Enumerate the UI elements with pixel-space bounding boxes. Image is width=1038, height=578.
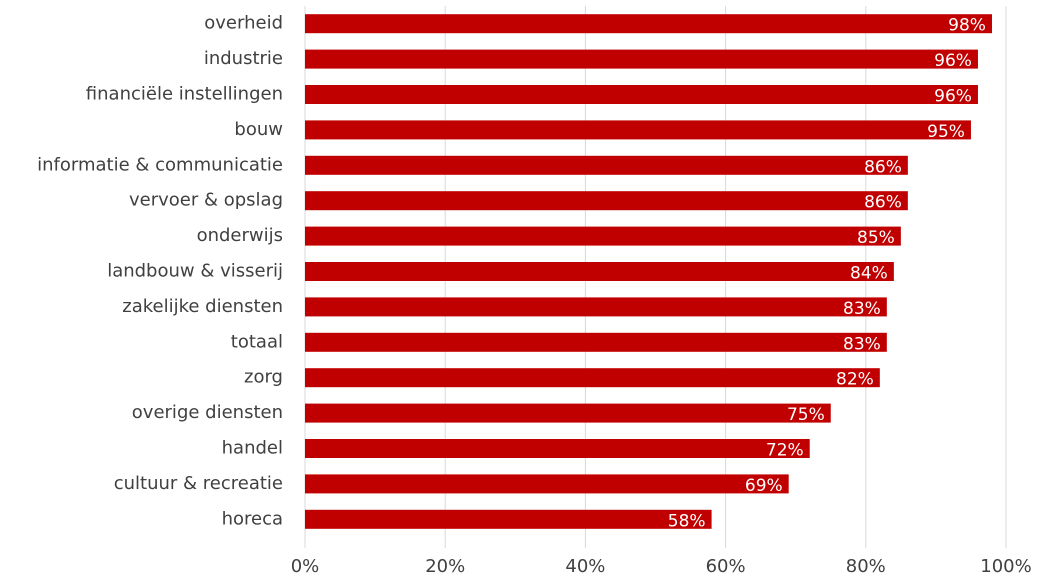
y-tick-label: handel — [222, 438, 283, 459]
bar — [305, 49, 978, 69]
bar — [305, 120, 971, 140]
value-label: 75% — [787, 405, 825, 425]
x-tick-label: 100% — [980, 556, 1031, 577]
bar — [305, 332, 887, 352]
x-tick-label: 80% — [846, 556, 886, 577]
y-tick-label: overheid — [204, 13, 283, 34]
value-label: 86% — [864, 193, 902, 213]
y-tick-label: informatie & communicatie — [37, 154, 283, 175]
value-label: 95% — [927, 122, 965, 142]
bar — [305, 262, 894, 281]
bar — [305, 226, 901, 246]
y-tick-label: vervoer & opslag — [129, 190, 283, 211]
bar — [305, 509, 712, 529]
x-tick-label: 60% — [706, 556, 746, 577]
value-label: 82% — [836, 370, 874, 390]
x-tick-label: 20% — [425, 556, 465, 577]
bar — [305, 474, 789, 494]
bar — [305, 368, 880, 388]
bar — [305, 191, 908, 211]
value-label: 98% — [948, 16, 986, 36]
y-tick-label: cultuur & recreatie — [114, 473, 283, 494]
value-label: 96% — [934, 51, 972, 71]
value-label: 58% — [668, 511, 706, 531]
bar — [305, 85, 978, 104]
value-label: 96% — [934, 87, 972, 107]
y-tick-label: landbouw & visserij — [107, 261, 283, 282]
bar — [305, 155, 908, 175]
value-label: 84% — [850, 264, 888, 284]
value-label: 85% — [857, 228, 895, 248]
x-tick-label: 40% — [565, 556, 605, 577]
y-tick-label: zakelijke diensten — [122, 296, 283, 317]
value-label: 83% — [843, 299, 881, 319]
y-tick-label: industrie — [204, 48, 283, 69]
value-label: 69% — [745, 476, 783, 496]
bar — [305, 14, 992, 34]
y-tick-label: overige diensten — [132, 402, 283, 423]
y-tick-label: financiële instellingen — [86, 84, 283, 105]
bar — [305, 403, 831, 423]
value-label: 86% — [864, 157, 902, 177]
value-label: 72% — [766, 441, 804, 461]
x-tick-label: 0% — [291, 556, 320, 577]
y-tick-label: zorg — [244, 367, 283, 388]
y-tick-label: totaal — [231, 331, 283, 352]
bar — [305, 297, 887, 317]
y-tick-label: bouw — [234, 119, 283, 140]
y-tick-label: onderwijs — [197, 225, 283, 246]
bar — [305, 439, 810, 458]
y-tick-label: horeca — [222, 508, 283, 529]
value-label: 83% — [843, 334, 881, 354]
